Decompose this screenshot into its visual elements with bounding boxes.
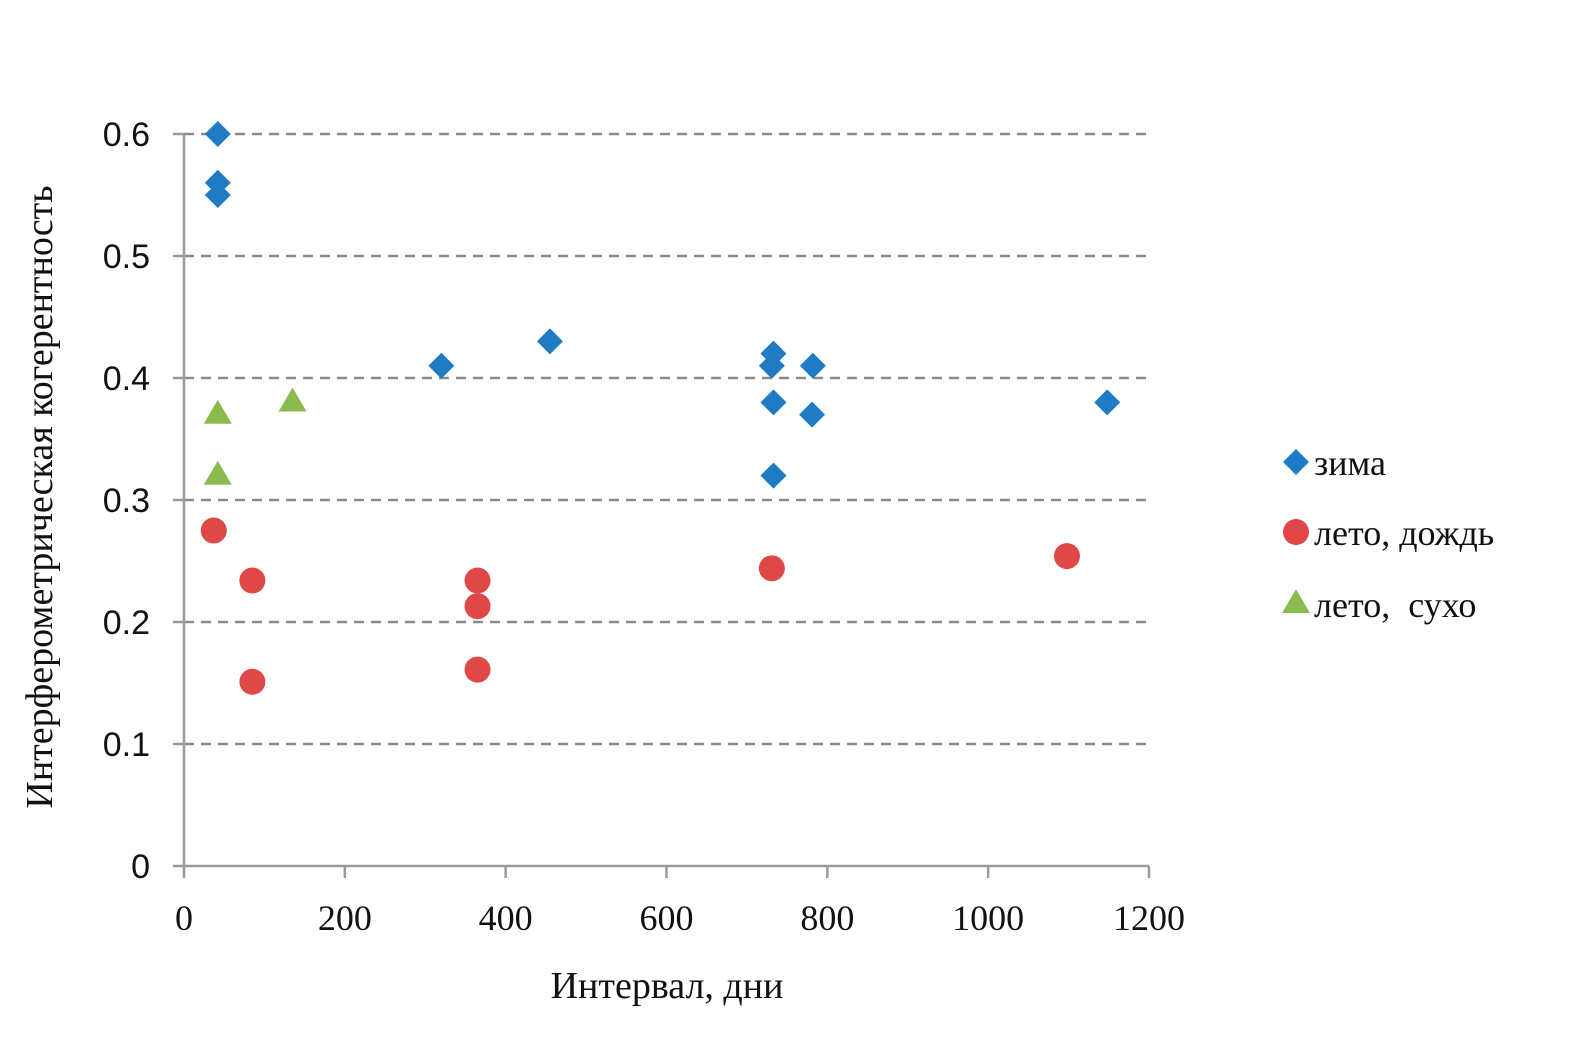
- x-tick-label: 400: [479, 898, 533, 938]
- data-point-diamond: [536, 328, 563, 355]
- y-tick-label: 0.4: [103, 360, 150, 398]
- data-point-circle: [464, 656, 491, 683]
- legend-label: зима: [1314, 443, 1386, 483]
- data-point-triangle: [203, 399, 232, 424]
- data-point-diamond: [760, 389, 787, 416]
- y-tick-label: 0.5: [103, 238, 150, 276]
- data-point-diamond: [760, 462, 787, 489]
- legend-label: лето, сухо: [1314, 585, 1476, 625]
- data-point-diamond: [758, 352, 785, 379]
- legend-label: лето, дождь: [1314, 513, 1494, 553]
- y-tick-label: 0.1: [103, 726, 150, 764]
- x-tick-label: 1000: [952, 898, 1024, 938]
- data-point-diamond: [428, 352, 455, 379]
- data-points: [200, 121, 1121, 695]
- data-point-diamond: [799, 352, 826, 379]
- data-point-circle: [200, 517, 227, 544]
- data-point-circle: [758, 555, 785, 582]
- data-point-circle: [239, 567, 266, 594]
- y-tick-label: 0.3: [103, 482, 150, 520]
- y-axis-title: Интерферометрическая когерентность: [19, 185, 61, 808]
- legend-marker-diamond: [1283, 449, 1309, 475]
- y-tick-label: 0.6: [103, 116, 150, 154]
- data-point-diamond: [799, 401, 826, 428]
- x-axis-title: Интервал, дни: [551, 965, 784, 1007]
- legend-marker-triangle: [1282, 589, 1310, 614]
- legend: зима лето, дождь лето, сухо: [1282, 443, 1494, 625]
- data-point-circle: [239, 668, 266, 695]
- data-point-diamond: [1094, 389, 1121, 416]
- axes: [173, 132, 1151, 878]
- data-point-triangle: [278, 387, 307, 412]
- data-point-diamond: [204, 182, 231, 208]
- data-point-circle: [1053, 543, 1080, 570]
- x-tick-label: 600: [640, 898, 694, 938]
- data-point-diamond: [204, 121, 231, 147]
- y-tick-labels: 0 0.1 0.2 0.3 0.4 0.5 0.6: [103, 116, 150, 886]
- x-tick-label: 200: [318, 898, 372, 938]
- x-tick-label: 800: [800, 898, 854, 938]
- y-tick-label: 0: [131, 848, 150, 886]
- data-point-circle: [464, 567, 491, 594]
- gridlines: [184, 132, 1149, 746]
- y-tick-label: 0.2: [103, 604, 150, 642]
- x-tick-label: 0: [175, 898, 193, 938]
- x-tick-labels: 0 200 400 600 800 1000 1200: [175, 898, 1185, 938]
- data-point-triangle: [203, 460, 232, 485]
- data-point-circle: [464, 593, 491, 620]
- legend-marker-circle: [1283, 519, 1309, 545]
- x-tick-label: 1200: [1113, 898, 1185, 938]
